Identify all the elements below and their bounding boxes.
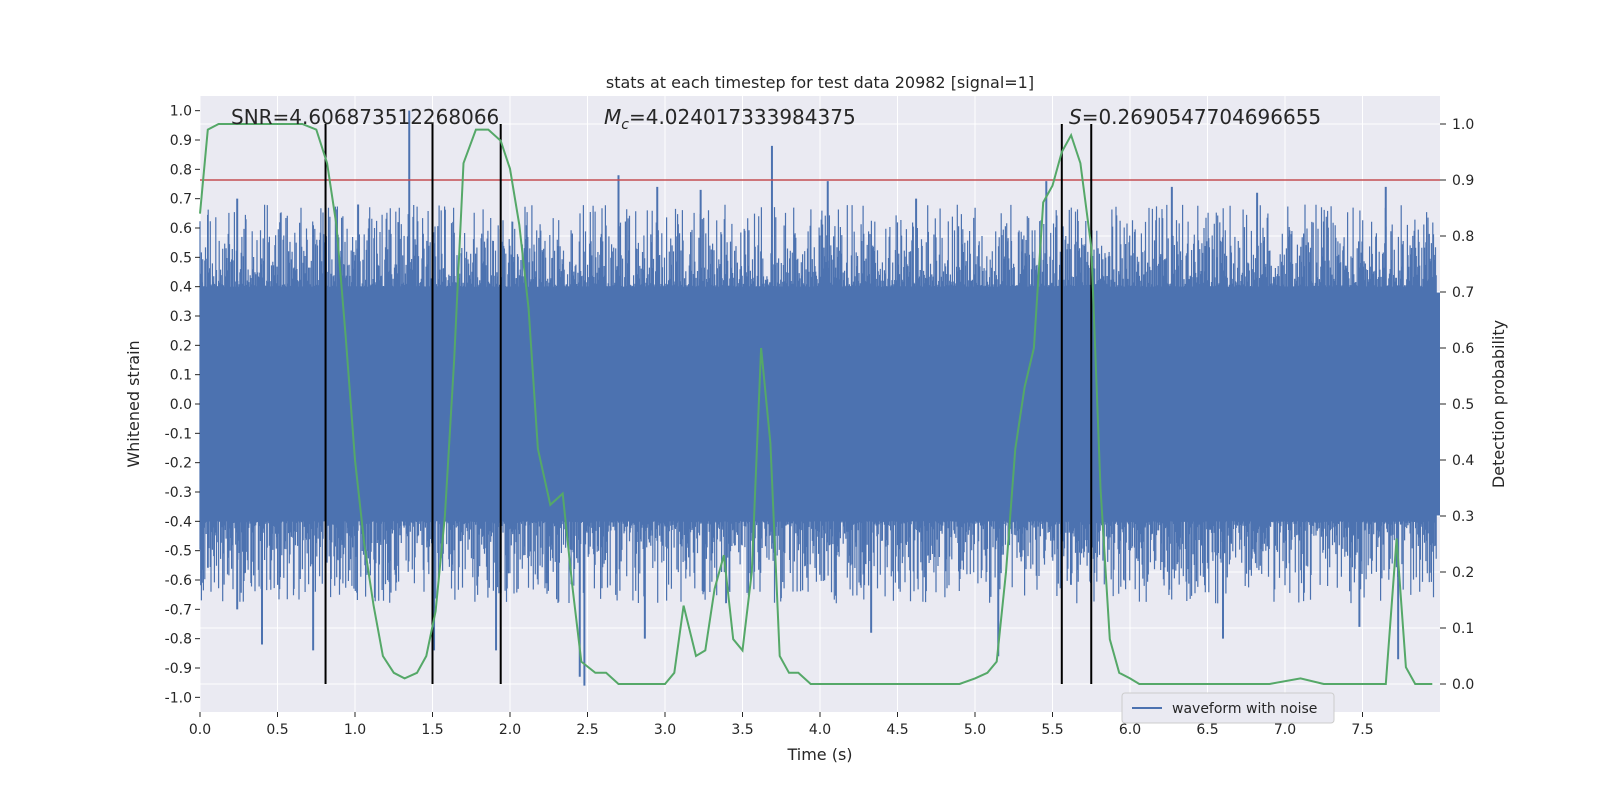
legend-box [1121, 692, 1335, 724]
y-right-tick-label: 0.3 [1452, 509, 1474, 525]
x-tick-label: 6.0 [1119, 722, 1141, 738]
s-annotation: S=0.2690547704696655 [1069, 105, 1321, 129]
y-left-tick-label: 0.5 [170, 250, 192, 266]
legend-label: waveform with noise [1172, 701, 1317, 717]
y-right-tick-label: 0.4 [1452, 453, 1474, 469]
y-left-tick-label: -0.3 [165, 485, 192, 501]
y-left-tick-label: -0.8 [165, 632, 192, 648]
y-left-tick-label: 0.4 [170, 280, 192, 296]
y-left-tick-label: 0.3 [170, 309, 192, 325]
chirp-mass-symbol: M [604, 105, 621, 129]
x-tick-label: 4.0 [809, 722, 831, 738]
x-tick-label: 1.5 [421, 722, 443, 738]
x-tick-label: 5.5 [1041, 722, 1063, 738]
waveform-series [199, 110, 1440, 686]
chart-title: stats at each timestep for test data 209… [606, 73, 1034, 92]
y-left-tick-label: -0.7 [165, 602, 192, 618]
x-axis-label: Time (s) [786, 745, 852, 764]
s-value: =0.2690547704696655 [1082, 105, 1321, 129]
detection-probability-series [199, 123, 1433, 685]
legend: waveform with noise [1121, 692, 1335, 724]
detection-probability-line [199, 123, 1433, 685]
x-tick-label: 2.5 [576, 722, 598, 738]
y-left-axis-ticks: 1.0 0.9 0.8 0.7 0.6 0.5 0.4 0.3 0.2 0.1 0.0 -0.1 -0.… [165, 104, 200, 706]
chirp-mass-value: =4.024017333984375 [629, 105, 856, 129]
y-left-tick-label: 1.0 [170, 104, 192, 120]
y-right-tick-label: 0.0 [1452, 677, 1474, 693]
x-tick-label: 6.5 [1196, 722, 1218, 738]
chirp-mass-subscript: c [621, 117, 629, 133]
y-right-tick-label: 0.5 [1452, 397, 1474, 413]
y-left-tick-label: 0.7 [170, 192, 192, 208]
y-left-tick-label: -0.9 [165, 661, 192, 677]
snr-annotation: SNR=4.606873512268066 [231, 105, 499, 129]
x-tick-label: 3.0 [654, 722, 676, 738]
y-right-axis-ticks: 1.0 0.9 0.8 0.7 0.6 0.5 0.4 0.3 0.2 0.1 0.0 [1440, 117, 1474, 693]
y-left-tick-label: 0.6 [170, 221, 192, 237]
y-left-tick-label: -0.5 [165, 544, 192, 560]
y-left-axis-label: Whitened strain [124, 340, 143, 467]
x-tick-label: 1.0 [344, 722, 366, 738]
x-tick-label: 7.0 [1274, 722, 1296, 738]
y-right-tick-label: 0.8 [1452, 229, 1474, 245]
x-tick-label: 3.5 [731, 722, 753, 738]
x-tick-label: 0.0 [189, 722, 211, 738]
y-left-tick-label: 0.2 [170, 338, 192, 354]
y-right-axis-label: Detection probability [1489, 320, 1508, 488]
y-left-tick-label: -1.0 [165, 690, 192, 706]
y-left-tick-label: 0.8 [170, 162, 192, 178]
s-symbol: S [1069, 105, 1082, 129]
y-right-tick-label: 0.9 [1452, 173, 1474, 189]
x-tick-label: 2.0 [499, 722, 521, 738]
vertical-lines [324, 124, 1093, 684]
y-left-tick-label: 0.1 [170, 368, 192, 384]
y-left-tick-label: -0.1 [165, 426, 192, 442]
x-tick-label: 4.5 [886, 722, 908, 738]
y-left-tick-label: -0.4 [165, 514, 192, 530]
y-right-tick-label: 0.2 [1452, 565, 1474, 581]
x-tick-label: 5.0 [964, 722, 986, 738]
x-tick-label: 0.5 [266, 722, 288, 738]
y-right-tick-label: 0.7 [1452, 285, 1474, 301]
y-right-tick-label: 0.1 [1452, 621, 1474, 637]
y-left-tick-label: 0.9 [170, 133, 192, 149]
y-left-tick-label: -0.6 [165, 573, 192, 589]
y-right-tick-label: 0.6 [1452, 341, 1474, 357]
y-right-tick-label: 1.0 [1452, 117, 1474, 133]
y-left-tick-label: -0.2 [165, 456, 192, 472]
x-tick-label: 7.5 [1351, 722, 1373, 738]
waveform-noise [199, 204, 1437, 604]
y-left-tick-label: 0.0 [170, 397, 192, 413]
x-axis-ticks: 0.0 0.5 1.0 1.5 2.0 2.5 3.0 3.5 4.0 4.5 5.0 5.5 6.0 6… [189, 712, 1374, 738]
chirp-mass-annotation: Mc=4.024017333984375 [604, 105, 856, 133]
